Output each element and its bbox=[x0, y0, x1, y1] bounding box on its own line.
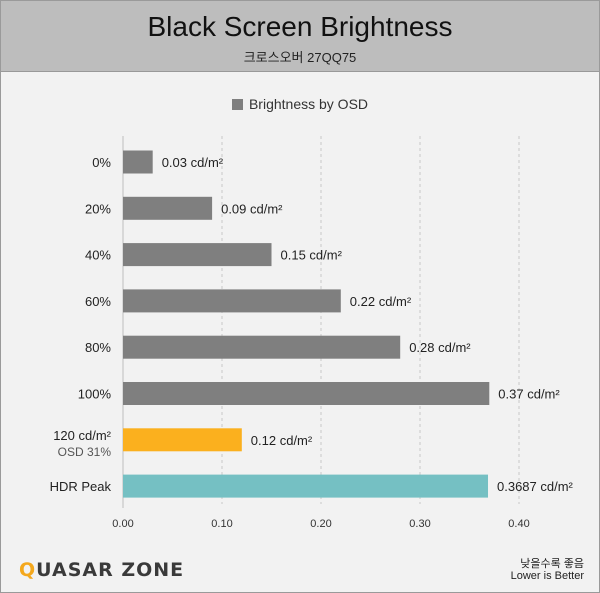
category-label: 100% bbox=[78, 387, 112, 402]
value-label: 0.12 cd/m² bbox=[251, 433, 313, 448]
x-tick-label: 0.40 bbox=[508, 518, 529, 530]
bar bbox=[123, 289, 341, 313]
x-tick-label: 0.10 bbox=[211, 518, 232, 530]
value-label: 0.09 cd/m² bbox=[221, 201, 283, 216]
bar bbox=[123, 243, 272, 267]
category-label: 80% bbox=[85, 340, 111, 355]
chart-header: Black Screen Brightness 크로스오버 27QQ75 bbox=[1, 1, 599, 72]
bar bbox=[123, 474, 489, 498]
lower-better-note-en: Lower is Better bbox=[510, 570, 584, 582]
x-tick-label: 0.20 bbox=[310, 518, 331, 530]
category-sublabel: OSD 31% bbox=[58, 445, 112, 459]
category-label: HDR Peak bbox=[50, 479, 112, 494]
category-label: 40% bbox=[85, 248, 111, 263]
value-label: 0.15 cd/m² bbox=[281, 248, 343, 263]
chart-title: Black Screen Brightness bbox=[147, 11, 453, 42]
bar bbox=[123, 382, 490, 405]
value-label: 0.3687 cd/m² bbox=[497, 479, 574, 494]
value-label: 0.22 cd/m² bbox=[350, 294, 412, 309]
bar bbox=[123, 428, 242, 452]
chart-legend: Brightness by OSD bbox=[1, 96, 599, 112]
logo-q: Q bbox=[19, 559, 37, 581]
category-label: 20% bbox=[85, 201, 111, 216]
legend-swatch bbox=[231, 99, 243, 110]
bar bbox=[123, 196, 213, 220]
value-label: 0.28 cd/m² bbox=[409, 340, 471, 355]
quasarzone-logo: QUASAR ZONE bbox=[19, 559, 184, 581]
logo-text: UASAR ZONE bbox=[36, 559, 185, 581]
bar bbox=[123, 150, 153, 174]
chart-subtitle: 크로스오버 27QQ75 bbox=[243, 50, 357, 65]
category-label: 60% bbox=[85, 294, 111, 309]
x-tick-label: 0.00 bbox=[112, 518, 133, 530]
bar bbox=[123, 335, 401, 359]
legend-label: Brightness by OSD bbox=[248, 96, 369, 112]
value-label: 0.37 cd/m² bbox=[498, 387, 560, 402]
x-tick-label: 0.30 bbox=[409, 518, 430, 530]
lower-better-note-ko: 낮을수록 좋음 bbox=[520, 558, 584, 570]
value-label: 0.03 cd/m² bbox=[162, 155, 224, 170]
category-label: 0% bbox=[92, 155, 111, 170]
category-label: 120 cd/m² bbox=[53, 428, 111, 443]
